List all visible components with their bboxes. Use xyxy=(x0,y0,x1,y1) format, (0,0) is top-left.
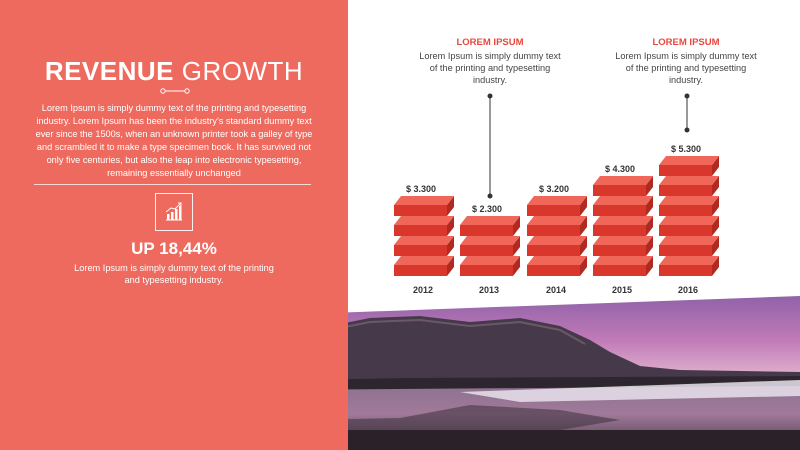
callout-2013: LOREM IPSUM Lorem Ipsum is simply dummy … xyxy=(415,37,565,86)
bar-block xyxy=(394,216,454,236)
callout-connector-2016 xyxy=(684,93,690,133)
bar-2012 xyxy=(394,196,454,276)
bar-block xyxy=(593,236,653,256)
bar-2013 xyxy=(460,216,520,276)
title-divider xyxy=(160,88,190,94)
callout-title: LOREM IPSUM xyxy=(652,37,720,48)
bar-block xyxy=(659,216,719,236)
bar-block xyxy=(593,256,653,276)
x-tick-label-2015: 2015 xyxy=(612,285,632,295)
page-title: REVENUE GROWTH xyxy=(44,56,304,86)
intro-text: Lorem Ipsum is simply dummy text of the … xyxy=(35,103,313,178)
bar-block xyxy=(659,176,719,196)
bar-block xyxy=(659,196,719,216)
value-label-2015: $ 4.300 xyxy=(605,164,635,174)
bar-block xyxy=(527,256,587,276)
callout-connector-2013 xyxy=(487,93,493,199)
bar-block xyxy=(659,256,719,276)
left-panel: REVENUE GROWTH Lorem Ipsum is simply dum… xyxy=(0,0,348,450)
bar-block xyxy=(460,216,520,236)
bar-block xyxy=(593,176,653,196)
bar-block xyxy=(527,216,587,236)
callout-text: Lorem Ipsum is simply dummy text of the … xyxy=(615,51,757,85)
bar-block xyxy=(659,156,719,176)
bar-block xyxy=(527,196,587,216)
bar-2016 xyxy=(659,156,719,276)
bar-block xyxy=(460,256,520,276)
bar-block xyxy=(394,256,454,276)
x-tick-label-2014: 2014 xyxy=(546,285,566,295)
bar-2015 xyxy=(593,176,653,276)
growth-stat-value: UP 18,44% xyxy=(131,239,217,258)
bar-block xyxy=(460,236,520,256)
divider xyxy=(34,184,311,185)
value-label-2013: $ 2.300 xyxy=(472,204,502,214)
bar-block xyxy=(593,196,653,216)
callout-text: Lorem Ipsum is simply dummy text of the … xyxy=(419,51,561,85)
bar-block xyxy=(394,236,454,256)
value-label-2012: $ 3.300 xyxy=(406,184,436,194)
value-label-2016: $ 5.300 xyxy=(671,144,701,154)
growth-stat-text: Lorem Ipsum is simply dummy text of the … xyxy=(74,263,274,285)
bar-block xyxy=(527,236,587,256)
x-tick-label-2013: 2013 xyxy=(479,285,499,295)
value-label-2014: $ 3.200 xyxy=(539,184,569,194)
x-tick-label-2012: 2012 xyxy=(413,285,433,295)
callout-title: LOREM IPSUM xyxy=(456,37,524,48)
callout-2016: LOREM IPSUM Lorem Ipsum is simply dummy … xyxy=(611,37,761,86)
x-tick-label-2016: 2016 xyxy=(678,285,698,295)
growth-chart-icon xyxy=(155,193,193,231)
bar-block xyxy=(593,216,653,236)
bar-block xyxy=(659,236,719,256)
bar-2014 xyxy=(527,196,587,276)
bar-block xyxy=(394,196,454,216)
